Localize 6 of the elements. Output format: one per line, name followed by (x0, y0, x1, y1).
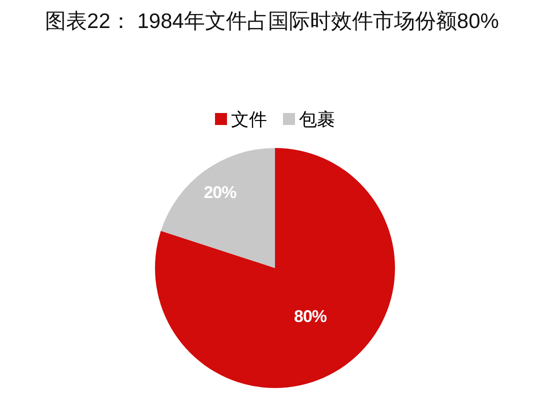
legend-label: 包裹 (299, 109, 335, 130)
data-label: 80% (294, 307, 327, 326)
pie-slice (160, 148, 275, 268)
chart-title: 图表22： 1984年文件占国际时效件市场份额80% (45, 10, 499, 33)
legend-label: 文件 (231, 109, 267, 130)
pie-slice (155, 148, 395, 388)
